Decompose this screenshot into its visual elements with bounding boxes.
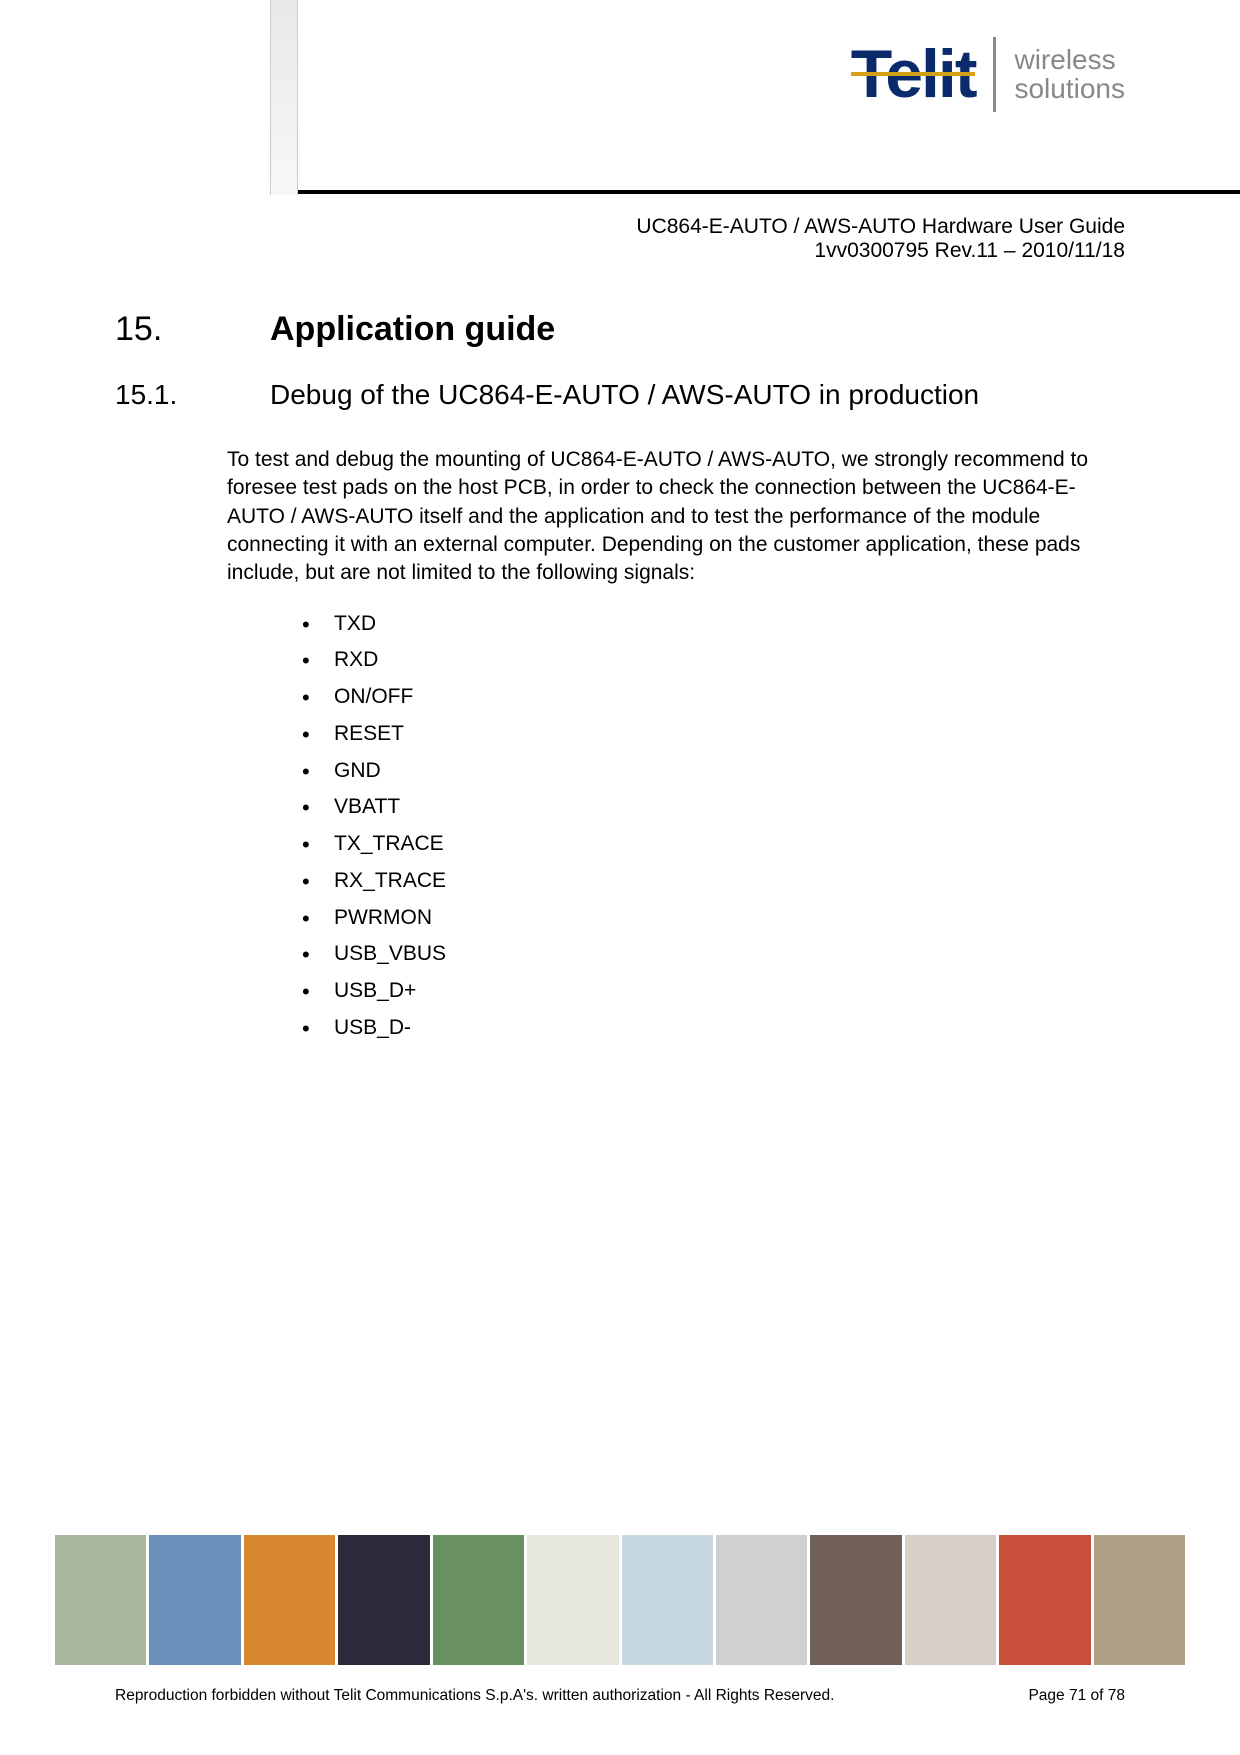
footer-tile — [338, 1535, 429, 1665]
signal-item: PWRMON — [302, 900, 1125, 937]
footer-tile — [149, 1535, 240, 1665]
footer-tile — [244, 1535, 335, 1665]
signal-list: TXDRXDON/OFFRESETGNDVBATTTX_TRACERX_TRAC… — [302, 606, 1125, 1047]
footer-row: Reproduction forbidden without Telit Com… — [115, 1687, 1125, 1705]
section-number: 15. — [115, 310, 210, 349]
doc-title: UC864-E-AUTO / AWS-AUTO Hardware User Gu… — [636, 215, 1125, 239]
footer-tile — [999, 1535, 1090, 1665]
logo-block: Telit wireless solutions — [851, 35, 1125, 113]
tagline-line2: solutions — [1014, 74, 1125, 103]
signal-item: GND — [302, 753, 1125, 790]
header-underline — [298, 190, 1240, 194]
header-vertical-strip — [270, 0, 298, 195]
signal-item: TXD — [302, 606, 1125, 643]
doc-revision: 1vv0300795 Rev.11 – 2010/11/18 — [636, 239, 1125, 263]
brand-dash — [851, 72, 976, 76]
signal-item: RESET — [302, 716, 1125, 753]
page-header: Telit wireless solutions — [0, 0, 1240, 195]
footer-image-strip — [55, 1535, 1185, 1665]
signal-item: RX_TRACE — [302, 863, 1125, 900]
body-block: To test and debug the mounting of UC864-… — [227, 446, 1125, 1047]
signal-item: RXD — [302, 642, 1125, 679]
subsection-heading: 15.1. Debug of the UC864-E-AUTO / AWS-AU… — [115, 379, 1125, 411]
footer-tile — [433, 1535, 524, 1665]
subsection-number: 15.1. — [115, 379, 210, 411]
signal-item: ON/OFF — [302, 679, 1125, 716]
section-title: Application guide — [270, 310, 555, 349]
brand-tagline: wireless solutions — [1014, 45, 1125, 104]
copyright-text: Reproduction forbidden without Telit Com… — [115, 1687, 834, 1705]
intro-paragraph: To test and debug the mounting of UC864-… — [227, 446, 1125, 588]
logo-separator — [993, 37, 996, 112]
page-content: 15. Application guide 15.1. Debug of the… — [115, 310, 1125, 1047]
footer-tile — [1094, 1535, 1185, 1665]
footer-tile — [527, 1535, 618, 1665]
signal-item: VBATT — [302, 789, 1125, 826]
page-number: Page 71 of 78 — [1028, 1687, 1125, 1705]
signal-item: USB_D+ — [302, 973, 1125, 1010]
brand-logo: Telit — [851, 35, 976, 113]
footer-tile — [55, 1535, 146, 1665]
signal-item: USB_D- — [302, 1010, 1125, 1047]
subsection-title: Debug of the UC864-E-AUTO / AWS-AUTO in … — [270, 379, 979, 411]
signal-item: TX_TRACE — [302, 826, 1125, 863]
footer-tile — [905, 1535, 996, 1665]
section-heading: 15. Application guide — [115, 310, 1125, 349]
tagline-line1: wireless — [1014, 45, 1125, 74]
signal-item: USB_VBUS — [302, 936, 1125, 973]
doc-title-block: UC864-E-AUTO / AWS-AUTO Hardware User Gu… — [636, 215, 1125, 263]
footer-tile — [810, 1535, 901, 1665]
footer-tile — [716, 1535, 807, 1665]
footer-tile — [622, 1535, 713, 1665]
